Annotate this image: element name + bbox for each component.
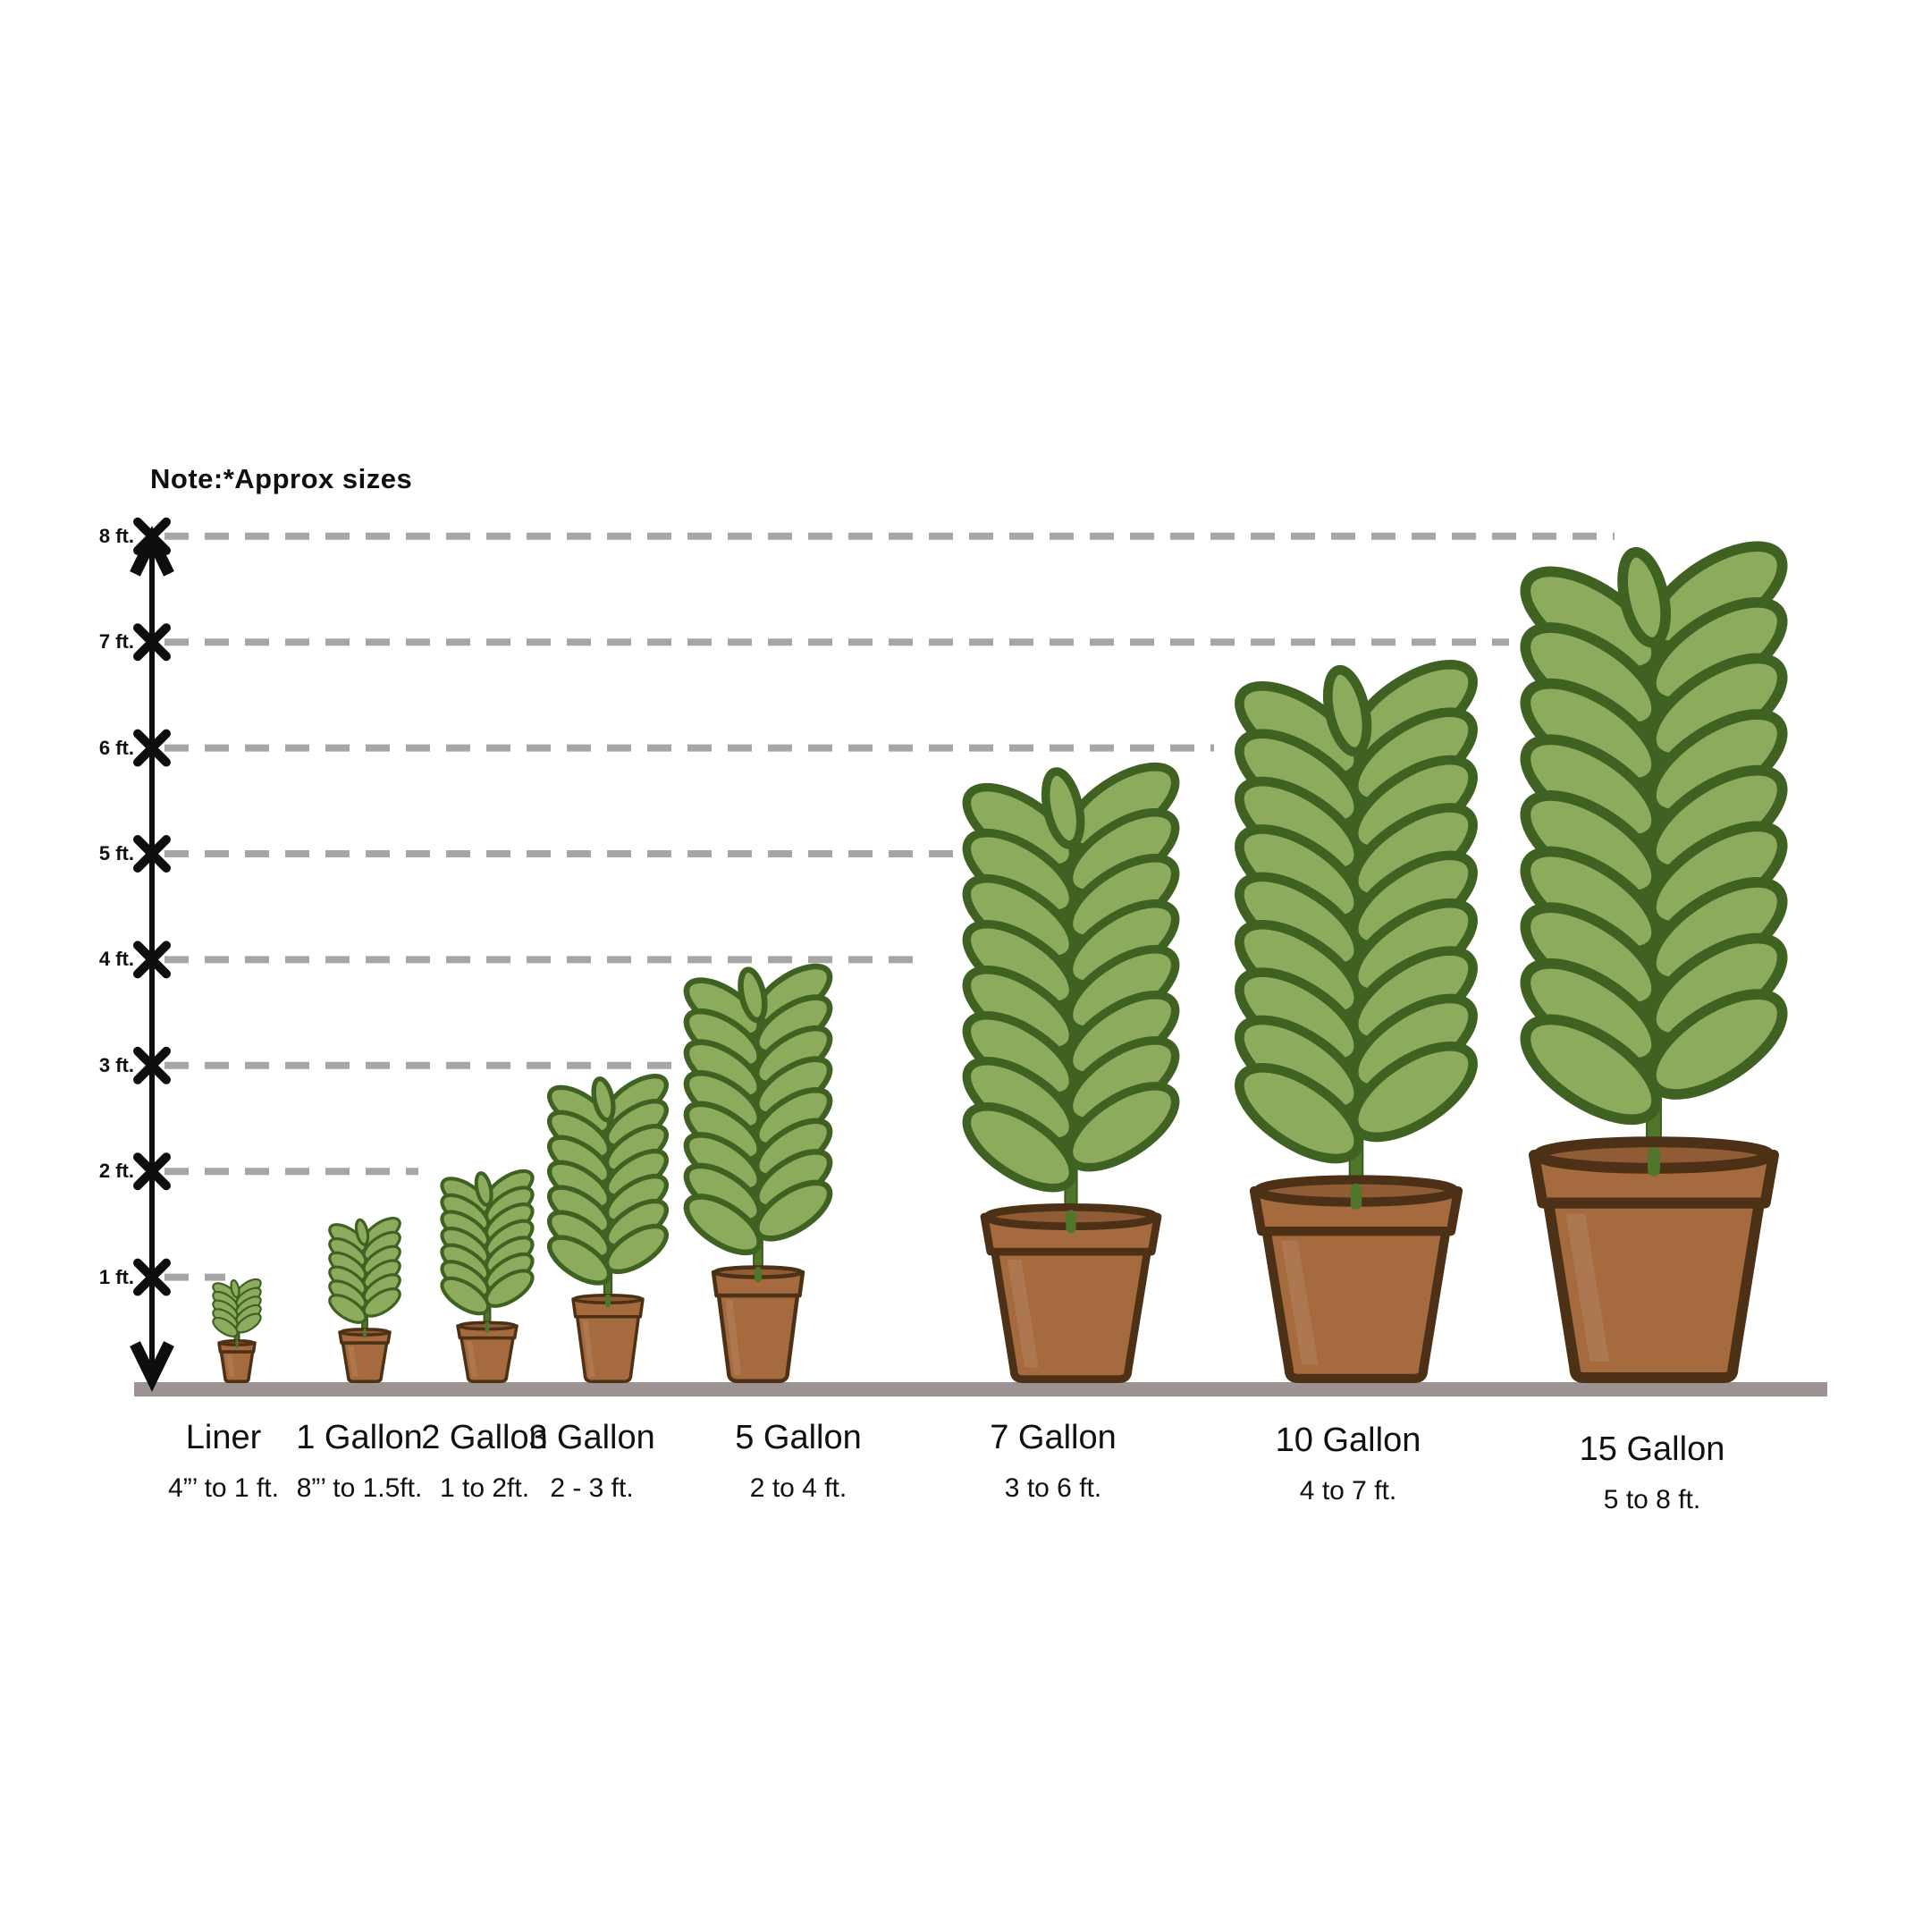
plant-range-1-gallon: 8”’ to 1.5ft. [296, 1473, 423, 1503]
axis-x-marker-5ft [133, 835, 171, 873]
pot-body [219, 1350, 255, 1383]
plant-range-3-gallon: 2 - 3 ft. [550, 1473, 634, 1503]
plant-7-gallon [962, 762, 1180, 1384]
pot-body [716, 1293, 800, 1383]
axis-x-marker-8ft [133, 517, 171, 555]
plant-label-1-gallon: 1 Gallon [296, 1419, 423, 1456]
top-leaf-icon [1322, 664, 1372, 757]
top-leaf-icon [1041, 767, 1085, 849]
pot-highlight [725, 1299, 742, 1375]
pot-highlight [1565, 1213, 1610, 1362]
tick-label-4ft: 4 ft. [98, 948, 134, 971]
ground-bar [134, 1382, 1827, 1396]
tick-label-5ft: 5 ft. [98, 842, 134, 865]
plant-label-3-gallon: 3 Gallon [528, 1419, 655, 1456]
plant-2-gallon [440, 1168, 535, 1383]
pot-body [1543, 1197, 1765, 1383]
leaves [962, 762, 1180, 1193]
pot-body [575, 1314, 641, 1383]
plant-range-7-gallon: 3 to 6 ft. [1004, 1473, 1102, 1503]
leaves [212, 1278, 262, 1337]
axis-x-marker-7ft [133, 623, 171, 662]
plant-label-5-gallon: 5 Gallon [735, 1419, 862, 1456]
tick-label-7ft: 7 ft. [98, 630, 134, 654]
plant-15-gallon [1520, 541, 1788, 1383]
plant-range-liner: 4”’ to 1 ft. [168, 1473, 279, 1503]
pot-highlight [226, 1354, 235, 1377]
axis-x-marker-1ft [133, 1258, 171, 1296]
leaves [1520, 541, 1788, 1126]
leaf-icon [962, 1102, 1078, 1193]
pot-highlight [466, 1340, 478, 1377]
plant-liner [212, 1278, 262, 1383]
leaves [683, 963, 833, 1256]
top-leaf-icon [738, 966, 768, 1024]
leaf-icon [212, 1316, 239, 1337]
pot [338, 1328, 392, 1383]
pot-body [991, 1247, 1151, 1384]
plant-range-5-gallon: 2 to 4 ft. [749, 1473, 847, 1503]
leaves [1235, 659, 1478, 1164]
plant-label-10-gallon: 10 Gallon [1275, 1422, 1421, 1459]
plant-label-7-gallon: 7 Gallon [990, 1419, 1117, 1456]
tick-label-8ft: 8 ft. [98, 524, 134, 547]
leaf-icon [1235, 1062, 1364, 1164]
tick-label-1ft: 1 ft. [98, 1265, 134, 1288]
axis-x-marker-3ft [133, 1046, 171, 1084]
leaf-icon [683, 1194, 763, 1256]
pot-body [1261, 1227, 1451, 1383]
plant-1-gallon [328, 1217, 401, 1383]
pot [1528, 1136, 1780, 1383]
leaf-icon [440, 1276, 491, 1316]
tick-label-6ft: 6 ft. [98, 736, 134, 759]
top-leaf-icon [474, 1171, 493, 1207]
pot [217, 1339, 257, 1383]
pot-body [341, 1341, 389, 1383]
top-leaf-icon [1617, 546, 1671, 648]
pot-highlight [347, 1346, 358, 1377]
axis-x-marker-4ft [133, 941, 171, 979]
plant-range-15-gallon: 5 to 8 ft. [1603, 1485, 1701, 1514]
pot-body [460, 1336, 515, 1383]
tick-label-3ft: 3 ft. [98, 1053, 134, 1076]
pot [711, 1265, 805, 1383]
leaves [328, 1217, 401, 1324]
plant-3-gallon [547, 1074, 669, 1383]
leaf-icon [328, 1294, 367, 1324]
pot [980, 1202, 1162, 1384]
pot-highlight [582, 1320, 595, 1377]
tick-label-2ft: 2 ft. [98, 1160, 134, 1183]
leaf-icon [547, 1235, 612, 1286]
plant-label-liner: Liner [185, 1419, 262, 1456]
pot-highlight [1007, 1259, 1039, 1368]
pot [456, 1320, 519, 1383]
plant-10-gallon [1235, 659, 1478, 1383]
plant-label-2-gallon: 2 Gallon [421, 1419, 548, 1456]
top-leaf-icon [354, 1218, 370, 1246]
leaf-icon [1520, 1014, 1662, 1126]
height-axis [130, 517, 174, 1392]
guide-lines [164, 532, 1615, 1281]
pot [1249, 1175, 1463, 1383]
pot-highlight [1281, 1240, 1319, 1365]
pot [571, 1293, 645, 1383]
axis-x-marker-6ft [133, 729, 171, 767]
leaves [547, 1074, 669, 1286]
note-text: Note:*Approx sizes [150, 463, 413, 494]
plant-label-15-gallon: 15 Gallon [1579, 1430, 1725, 1468]
plant-range-10-gallon: 4 to 7 ft. [1299, 1476, 1397, 1506]
axis-arrow-down-icon [130, 1341, 174, 1392]
leaves [440, 1168, 535, 1316]
plant-5-gallon [683, 963, 833, 1383]
plant-range-2-gallon: 1 to 2ft. [439, 1473, 530, 1503]
top-leaf-icon [591, 1076, 616, 1123]
top-leaf-icon [230, 1278, 240, 1299]
axis-x-marker-2ft [133, 1152, 171, 1191]
